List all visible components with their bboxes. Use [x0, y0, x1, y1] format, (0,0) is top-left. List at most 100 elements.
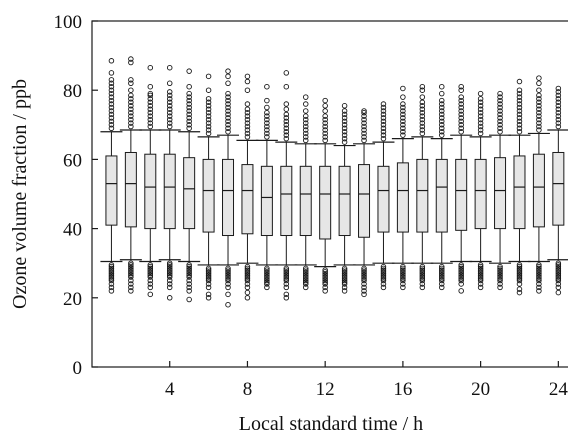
- y-tick-label: 80: [63, 81, 82, 102]
- outlier-point: [166, 269, 173, 275]
- outlier-point: [186, 94, 192, 100]
- outlier-point: [244, 269, 251, 275]
- outlier-point: [380, 281, 387, 287]
- outlier-point: [225, 281, 231, 287]
- outlier-point: [166, 277, 173, 284]
- outlier-point: [477, 123, 484, 130]
- outlier-point: [186, 296, 192, 303]
- outlier-point: [166, 89, 173, 95]
- outlier-point: [380, 132, 387, 138]
- outlier-point: [225, 80, 231, 87]
- outlier-point: [302, 108, 309, 114]
- y-tick-label: 40: [63, 220, 82, 241]
- outlier-point: [497, 104, 503, 111]
- outlier-point: [419, 276, 426, 282]
- outlier-point: [244, 289, 251, 296]
- box-hour-13: [333, 103, 356, 294]
- outlier-point: [166, 262, 173, 268]
- outlier-point: [458, 101, 464, 107]
- outlier-point: [477, 277, 484, 284]
- outlier-point: [516, 115, 523, 121]
- box-iqr: [163, 153, 176, 230]
- outlier-point: [555, 103, 562, 109]
- outlier-point: [400, 85, 406, 92]
- outlier-point: [108, 94, 115, 100]
- outlier-point: [555, 92, 562, 99]
- outlier-point: [166, 103, 173, 109]
- outlier-point: [186, 267, 192, 273]
- box-hour-16: [391, 85, 414, 291]
- outlier-point: [186, 270, 192, 277]
- outlier-point: [108, 125, 115, 132]
- outlier-point: [458, 262, 464, 268]
- outlier-point: [225, 276, 231, 282]
- outlier-point: [439, 122, 445, 128]
- outlier-point: [128, 265, 134, 272]
- outlier-point: [108, 87, 115, 93]
- outlier-point: [477, 269, 484, 275]
- outlier-point: [108, 58, 115, 64]
- outlier-point: [186, 274, 192, 280]
- outlier-point: [283, 128, 290, 135]
- outlier-point: [536, 265, 542, 272]
- outlier-point: [244, 265, 251, 272]
- outlier-point: [419, 103, 426, 109]
- outlier-point: [108, 97, 115, 104]
- outlier-point: [108, 276, 115, 282]
- outlier-point: [477, 106, 484, 112]
- outlier-point: [380, 128, 387, 135]
- outlier-point: [555, 270, 562, 277]
- outlier-point: [322, 276, 328, 282]
- outlier-point: [108, 281, 115, 287]
- outlier-point: [536, 120, 542, 126]
- outlier-point: [302, 127, 309, 133]
- x-axis: 4 8 12 16 20 24: [165, 361, 568, 400]
- outlier-point: [536, 106, 542, 112]
- outlier-point: [166, 265, 173, 272]
- outlier-point: [302, 272, 309, 279]
- outlier-point: [283, 111, 290, 118]
- outlier-point: [536, 262, 542, 268]
- outlier-point: [419, 83, 426, 90]
- outlier-point: [341, 103, 348, 109]
- box-iqr: [455, 158, 468, 231]
- outlier-point: [244, 113, 251, 119]
- box-hour-14: [353, 108, 376, 298]
- outlier-point: [516, 286, 523, 292]
- box-iqr: [222, 158, 235, 237]
- outlier-point: [205, 284, 212, 291]
- outlier-point: [205, 267, 212, 273]
- outlier-point: [186, 269, 192, 275]
- outlier-point: [108, 269, 115, 275]
- outlier-point: [264, 109, 270, 116]
- outlier-point: [419, 277, 426, 284]
- box-hour-1: [100, 58, 123, 294]
- outlier-point: [516, 276, 523, 282]
- outlier-point: [322, 97, 328, 104]
- outlier-point: [516, 270, 523, 277]
- outlier-point: [536, 113, 542, 119]
- outlier-point: [205, 274, 212, 280]
- outlier-point: [361, 123, 367, 130]
- outlier-point: [128, 106, 134, 112]
- outlier-point: [322, 267, 328, 273]
- outlier-point: [361, 113, 367, 119]
- outlier-point: [186, 115, 192, 121]
- outlier-point: [166, 80, 173, 87]
- outlier-point: [555, 99, 562, 106]
- outlier-point: [516, 125, 523, 132]
- outlier-point: [516, 269, 523, 275]
- outlier-point: [205, 291, 212, 298]
- outlier-point: [555, 269, 562, 275]
- x-tick-label: 8: [243, 379, 253, 400]
- box-hour-24: [547, 85, 568, 296]
- outlier-point: [128, 87, 134, 93]
- outlier-point: [419, 120, 426, 126]
- outlier-point: [322, 137, 328, 144]
- box-iqr: [260, 165, 273, 237]
- outlier-point: [458, 277, 464, 284]
- outlier-point: [225, 97, 231, 104]
- outlier-point: [458, 111, 464, 118]
- outlier-point: [477, 99, 484, 106]
